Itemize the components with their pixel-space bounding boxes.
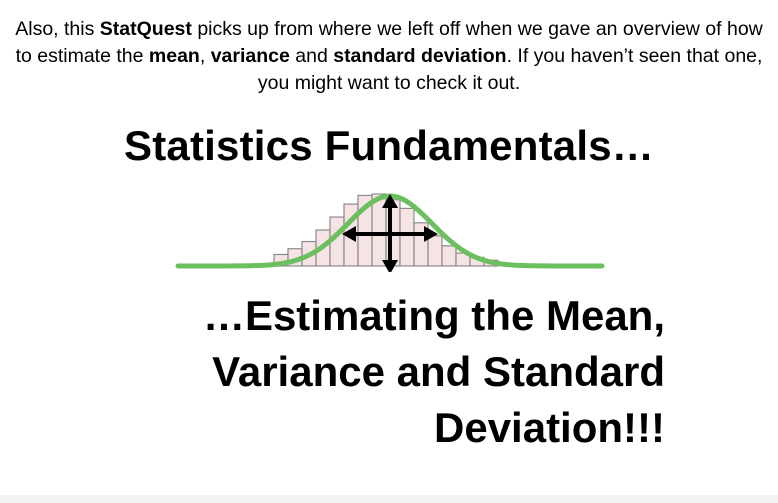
normal-distribution-histogram-icon	[175, 193, 605, 274]
normal-distribution-figure	[170, 186, 610, 274]
arrow-up-icon	[382, 194, 398, 208]
title-bottom: …Estimating the Mean, Variance and Stand…	[130, 288, 665, 456]
title-top: Statistics Fundamentals…	[124, 122, 654, 169]
intro-bold-variance: variance	[210, 45, 290, 67]
title-bottom-line-2: Variance and Standard	[212, 348, 665, 395]
intro-text-3: ,	[199, 45, 211, 67]
title-bottom-line-3: Deviation!!!	[434, 404, 665, 451]
intro-text-5: . If you haven’t seen that one, you migh…	[257, 45, 763, 94]
title-bottom-line-1: …Estimating the Mean,	[202, 292, 665, 339]
arrow-left-icon	[342, 226, 356, 242]
arrow-down-icon	[382, 260, 398, 274]
histogram-bar	[399, 207, 415, 267]
histogram-bar	[427, 235, 443, 267]
four-way-arrows-icon	[342, 194, 438, 274]
arrow-right-icon	[424, 226, 438, 242]
intro-bold-sd: standard deviation	[333, 45, 507, 67]
intro-brand: StatQuest	[99, 18, 192, 40]
intro-text-1: Also, this	[15, 18, 100, 40]
intro-bold-mean: mean	[148, 45, 200, 67]
intro-text-4: and	[289, 45, 334, 67]
intro-text-2: picks up from where we left off when we …	[15, 18, 763, 67]
intro-paragraph: Also, this StatQuest picks up from where…	[6, 16, 772, 97]
histogram-bar	[441, 245, 457, 267]
footer-strip	[0, 495, 778, 503]
